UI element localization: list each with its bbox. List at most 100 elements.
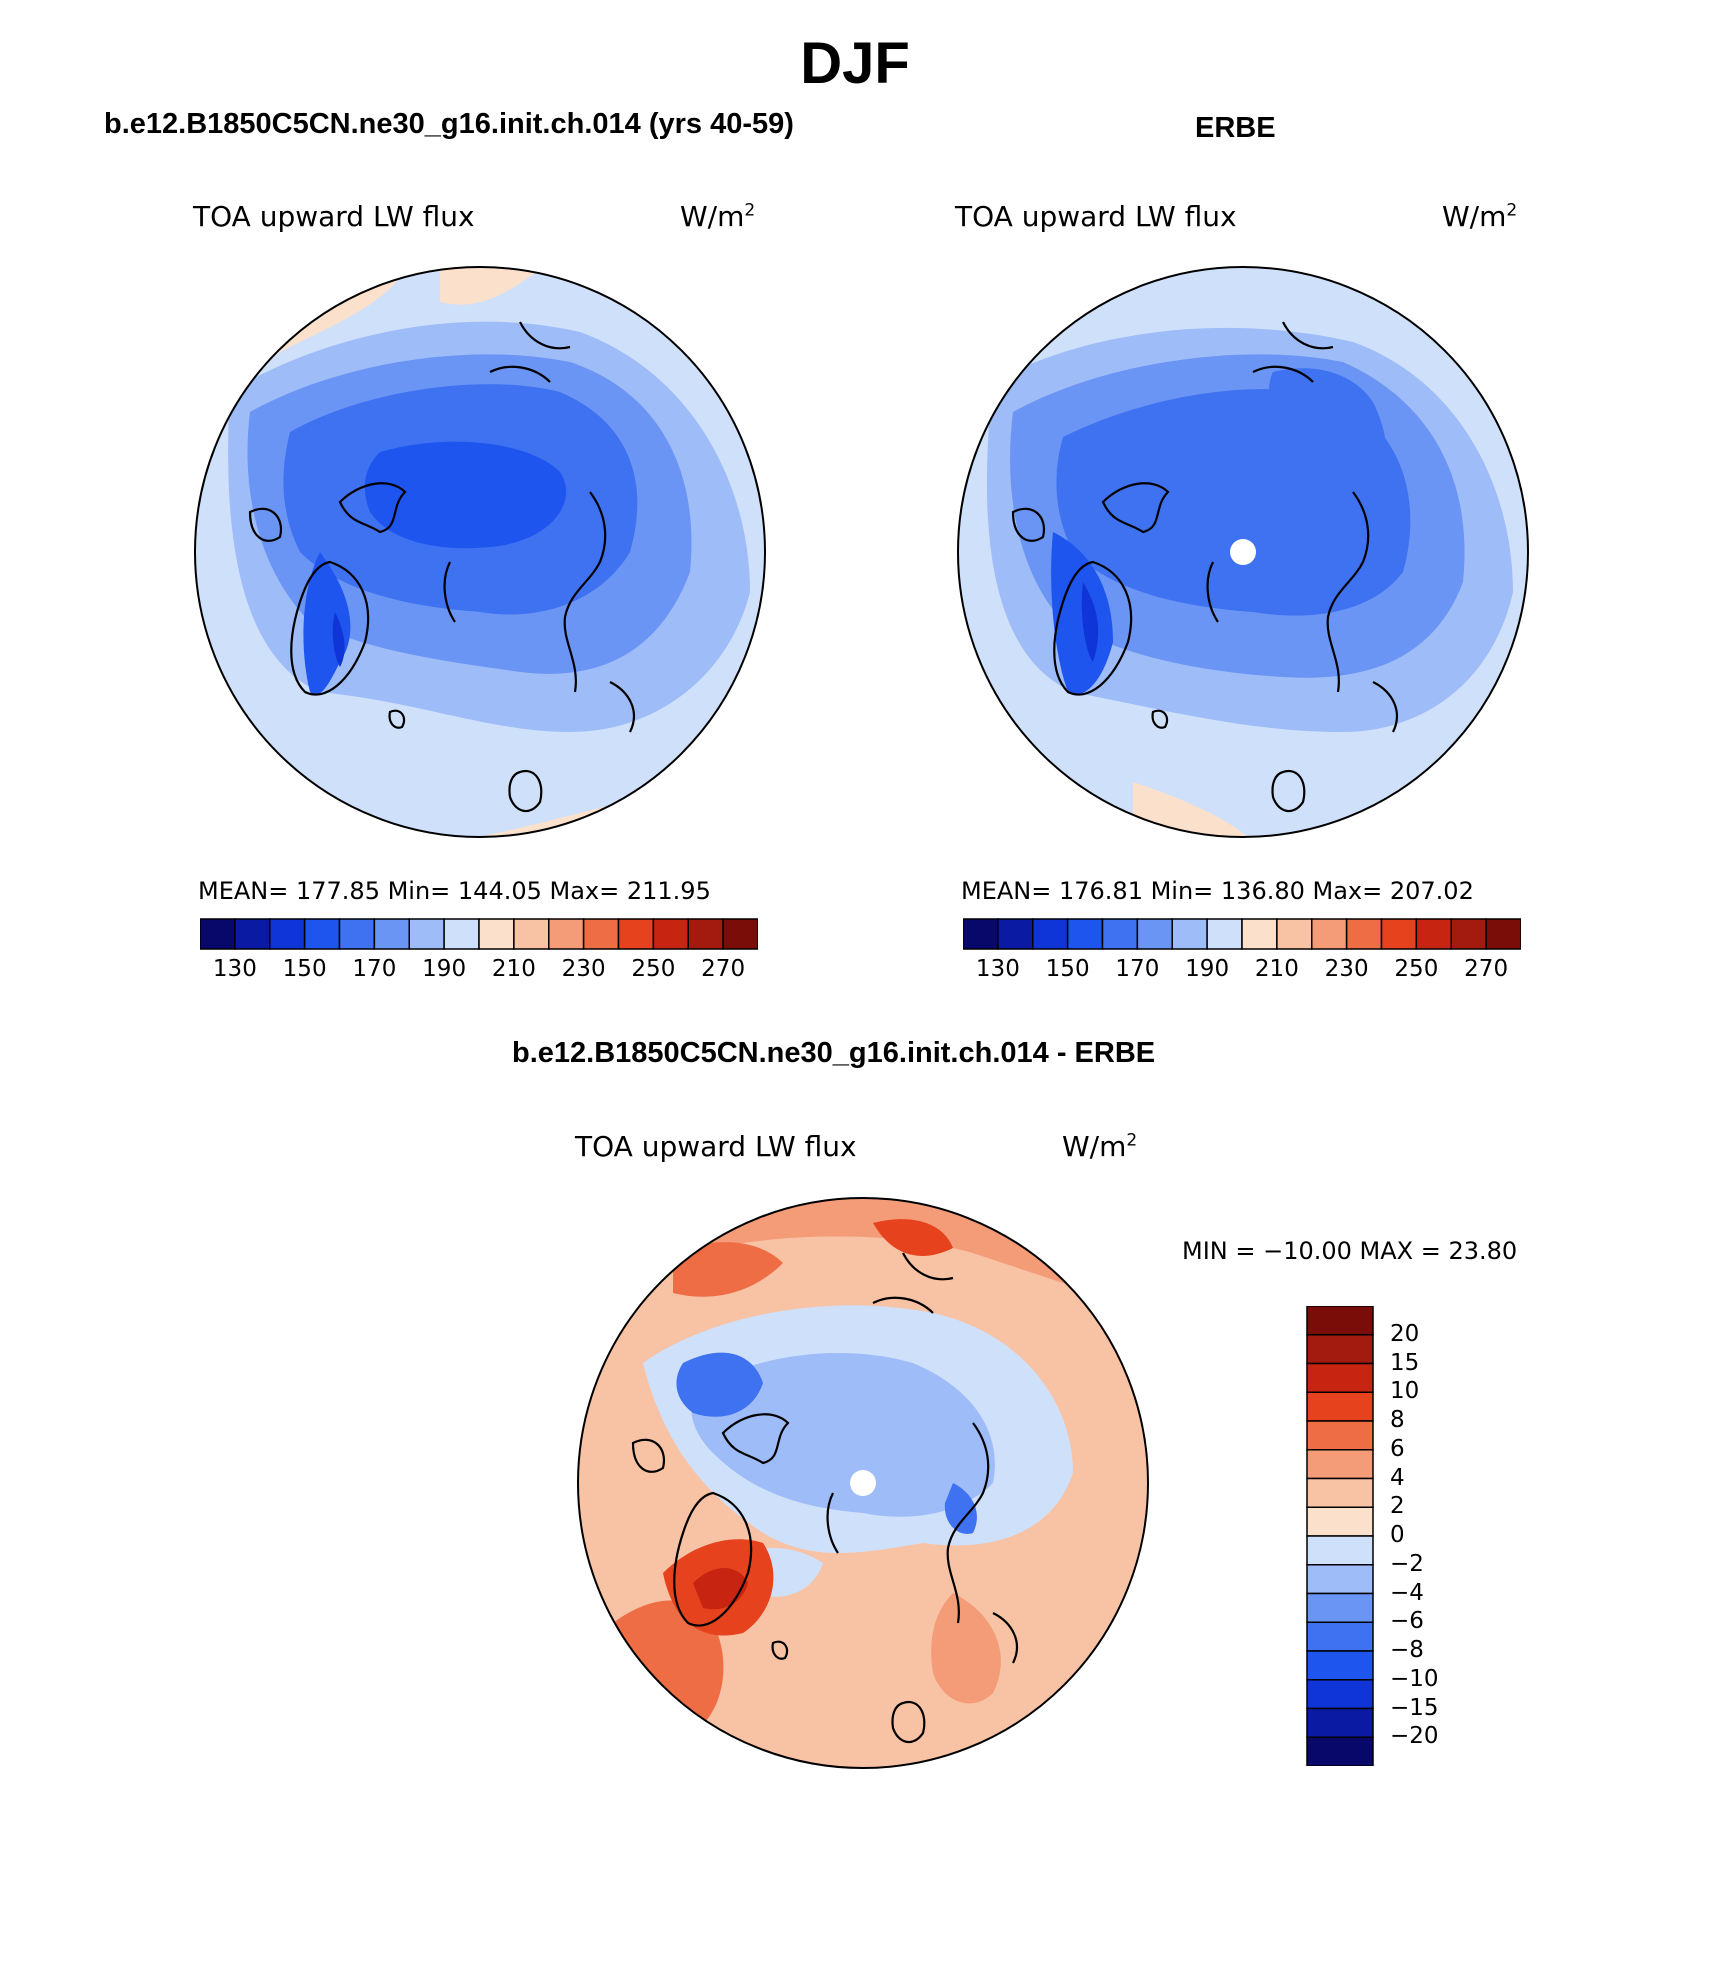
figure-title: DJF [800, 31, 910, 96]
colorbar-swatch [1136, 918, 1173, 950]
colorbar-label: 130 [212, 956, 257, 982]
panel3-colorbar-labels: 20 15 10 8 6 4 2 0 −2 −4 −6 −8 −10 −15 −20 [1390, 1306, 1490, 1766]
colorbar-label: 10 [1390, 1378, 1420, 1405]
panel1-polar-map [194, 266, 766, 838]
panel2-title: ERBE [1195, 112, 1276, 144]
colorbar-swatch [1306, 1707, 1374, 1738]
colorbar-label: 2 [1390, 1493, 1405, 1520]
colorbar-label: −2 [1390, 1550, 1424, 1577]
colorbar-swatch [1032, 918, 1069, 950]
colorbar-swatch [513, 918, 550, 950]
colorbar-swatch [1241, 918, 1278, 950]
colorbar-label: −15 [1390, 1694, 1439, 1721]
colorbar-label: 270 [701, 956, 746, 982]
colorbar-swatch [269, 918, 306, 950]
colorbar-swatch [1276, 918, 1313, 950]
colorbar-label: −10 [1390, 1665, 1439, 1692]
colorbar-label: −8 [1390, 1637, 1424, 1663]
panel3-title: b.e12.B1850C5CN.ne30_g16.init.ch.014 - E… [512, 1037, 1156, 1069]
colorbar-swatch [478, 918, 515, 950]
colorbar-swatch [1306, 1477, 1374, 1508]
colorbar-label: 250 [1394, 956, 1439, 982]
panel2-polar-map [957, 266, 1529, 838]
colorbar-swatch [1450, 918, 1487, 950]
colorbar-label: 210 [491, 956, 536, 982]
panel1-variable: TOA upward LW flux [193, 200, 475, 233]
colorbar-swatch [1311, 918, 1348, 950]
colorbar-swatch [1306, 1679, 1374, 1710]
colorbar-swatch [1306, 1564, 1374, 1595]
colorbar-swatch [200, 918, 236, 950]
colorbar-label: 170 [352, 956, 397, 982]
colorbar-swatch [1485, 918, 1521, 950]
panel1-units: W/m2 [680, 200, 756, 233]
panel2-colorbar-labels: 130 150 170 190 210 230 250 270 [963, 956, 1521, 990]
colorbar-swatch [1306, 1592, 1374, 1623]
colorbar-label: −4 [1390, 1579, 1424, 1606]
colorbar-swatch [338, 918, 376, 950]
panel3-colorbar [1306, 1306, 1374, 1766]
colorbar-swatch [1380, 918, 1418, 950]
colorbar-swatch [1306, 1621, 1374, 1652]
colorbar-swatch [997, 918, 1034, 950]
colorbar-label: 150 [1045, 956, 1090, 982]
colorbar-label: 270 [1464, 956, 1509, 982]
colorbar-label: 8 [1390, 1407, 1405, 1433]
panel2-stats: MEAN= 176.81 Min= 136.80 Max= 207.02 [961, 877, 1474, 905]
colorbar-swatch [617, 918, 655, 950]
panel3-stats: MIN = −10.00 MAX = 23.80 [1182, 1237, 1518, 1265]
panel2-units: W/m2 [1442, 200, 1518, 233]
colorbar-swatch [234, 918, 271, 950]
colorbar-swatch [687, 918, 724, 950]
colorbar-label: 230 [561, 956, 606, 982]
colorbar-swatch [963, 918, 999, 950]
colorbar-swatch [1206, 918, 1243, 950]
colorbar-swatch [443, 918, 480, 950]
colorbar-label: 250 [631, 956, 676, 982]
colorbar-swatch [652, 918, 689, 950]
colorbar-label: 20 [1390, 1320, 1420, 1347]
colorbar-swatch [1066, 918, 1104, 950]
colorbar-swatch [722, 918, 758, 950]
panel2-variable: TOA upward LW flux [955, 200, 1237, 233]
colorbar-swatch [408, 918, 445, 950]
colorbar-label: 4 [1390, 1464, 1405, 1491]
colorbar-label: 170 [1115, 956, 1160, 982]
colorbar-swatch [1306, 1306, 1374, 1336]
colorbar-label: 0 [1390, 1522, 1405, 1548]
colorbar-swatch [1306, 1420, 1374, 1451]
colorbar-label: 190 [422, 956, 467, 982]
colorbar-swatch [303, 918, 341, 950]
panel1-title: b.e12.B1850C5CN.ne30_g16.init.ch.014 (yr… [104, 108, 794, 140]
colorbar-swatch [1306, 1334, 1374, 1365]
colorbar-swatch [1306, 1506, 1374, 1537]
colorbar-label: 230 [1324, 956, 1369, 982]
panel1-colorbar-labels: 130 150 170 190 210 230 250 270 [200, 956, 758, 990]
pole-mask [1230, 539, 1256, 565]
panel2-colorbar [963, 918, 1521, 950]
colorbar-swatch [1306, 1391, 1374, 1422]
colorbar-swatch [582, 918, 620, 950]
pole-mask [850, 1470, 876, 1496]
colorbar-swatch [1306, 1362, 1374, 1393]
panel3-variable: TOA upward LW flux [575, 1130, 857, 1163]
colorbar-label: 210 [1254, 956, 1299, 982]
colorbar-label: 6 [1390, 1435, 1405, 1462]
panel3-units: W/m2 [1062, 1130, 1138, 1163]
colorbar-label: −6 [1390, 1608, 1424, 1635]
panel3-polar-map [577, 1197, 1149, 1769]
colorbar-label: 150 [282, 956, 327, 982]
colorbar-swatch [1306, 1449, 1374, 1480]
panel1-stats: MEAN= 177.85 Min= 144.05 Max= 211.95 [198, 877, 711, 905]
colorbar-label: −20 [1390, 1723, 1439, 1750]
colorbar-swatch [1306, 1736, 1374, 1766]
colorbar-label: 130 [975, 956, 1020, 982]
colorbar-swatch [1415, 918, 1452, 950]
colorbar-swatch [1306, 1650, 1374, 1681]
colorbar-swatch [373, 918, 410, 950]
colorbar-label: 15 [1390, 1349, 1420, 1376]
colorbar-swatch [1345, 918, 1383, 950]
colorbar-label: 190 [1185, 956, 1230, 982]
colorbar-swatch [1171, 918, 1208, 950]
colorbar-swatch [1306, 1535, 1374, 1566]
